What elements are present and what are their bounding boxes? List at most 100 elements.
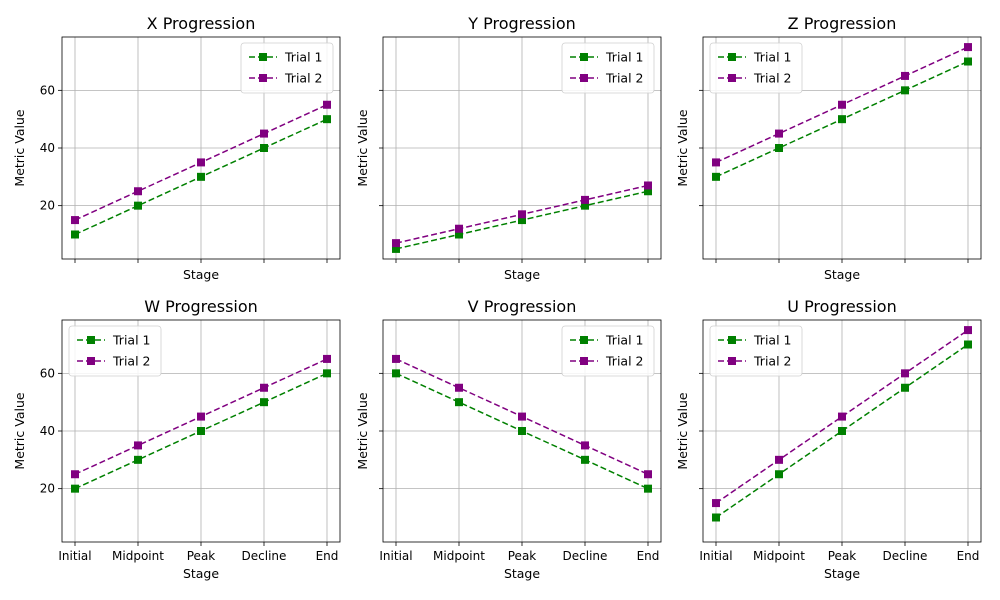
y-tick-label: 60	[40, 83, 55, 97]
data-point-trial-1	[260, 398, 268, 407]
data-point-trial-1	[455, 230, 463, 239]
x-tick-label: Initial	[58, 549, 91, 563]
x-tick-label: End	[316, 549, 339, 563]
data-point-trial-2	[134, 441, 142, 450]
data-point-trial-1	[964, 340, 972, 349]
x-axis-label: Stage	[183, 566, 219, 581]
legend-label: Trial 2	[753, 71, 791, 86]
data-point-trial-1	[518, 427, 526, 435]
data-point-trial-2	[71, 470, 79, 479]
data-point-trial-2	[323, 100, 331, 109]
x-tick-label: Initial	[699, 549, 732, 563]
data-point-trial-1	[323, 369, 331, 378]
y-axis-label: Metric Value	[355, 392, 370, 469]
y-tick-label: 60	[40, 366, 55, 380]
legend: Trial 1 Trial 2	[68, 325, 162, 377]
data-point-trial-1	[71, 484, 79, 493]
x-tick-label: Midpoint	[433, 549, 485, 563]
subplot-u: Initial Midpoint Peak Decline End U Progressi…	[675, 297, 982, 581]
legend-label: Trial 2	[753, 354, 791, 369]
x-axis-label: Stage	[824, 566, 860, 581]
data-point-trial-1	[392, 369, 400, 378]
legend-label: Trial 1	[753, 333, 791, 348]
x-tick-label: Decline	[242, 549, 287, 563]
subplot-title: X Progression	[147, 14, 256, 33]
y-axis-label: Metric Value	[12, 109, 27, 186]
x-axis-label: Stage	[824, 267, 860, 282]
subplot-title: U Progression	[787, 297, 896, 316]
legend-marker	[580, 53, 588, 61]
data-point-trial-1	[644, 484, 652, 493]
data-point-trial-2	[775, 129, 783, 138]
data-point-trial-1	[838, 427, 846, 435]
data-point-trial-2	[712, 499, 720, 508]
data-point-trial-2	[197, 158, 205, 167]
data-point-trial-2	[838, 100, 846, 109]
data-point-trial-1	[964, 57, 972, 66]
data-point-trial-2	[712, 158, 720, 167]
legend: Trial 1 Trial 2	[561, 325, 655, 377]
subplot-w: Initial Midpoint Peak Decline End 20 40 60 W Pro…	[12, 297, 341, 581]
legend-label: Trial 1	[284, 50, 322, 65]
legend: Trial 1 Trial 2	[709, 325, 803, 377]
data-point-trial-1	[134, 201, 142, 210]
legend-marker	[87, 336, 95, 344]
data-point-trial-2	[838, 412, 846, 421]
data-point-trial-2	[964, 43, 972, 52]
subplot-title: Y Progression	[467, 14, 576, 33]
data-point-trial-2	[901, 369, 909, 378]
legend-marker	[728, 357, 736, 365]
data-point-trial-2	[455, 383, 463, 392]
data-point-trial-2	[901, 71, 909, 80]
data-point-trial-2	[581, 441, 589, 450]
data-point-trial-1	[581, 201, 589, 210]
x-tick-label: Decline	[563, 549, 608, 563]
data-point-trial-2	[964, 326, 972, 335]
x-axis-label: Stage	[504, 566, 540, 581]
y-tick-label: 20	[40, 482, 55, 496]
x-tick-label: Peak	[828, 549, 857, 563]
legend: Trial 1 Trial 2	[561, 42, 655, 94]
legend-marker	[580, 336, 588, 344]
legend-label: Trial 2	[112, 354, 150, 369]
subplot-title: W Progression	[144, 297, 258, 316]
data-point-trial-1	[712, 513, 720, 522]
x-tick-label: Initial	[379, 549, 412, 563]
data-point-trial-2	[71, 216, 79, 225]
legend-marker	[728, 74, 736, 82]
x-tick-label: Peak	[508, 549, 537, 563]
subplot-v: Initial Midpoint Peak Decline End V Progressi…	[355, 297, 662, 581]
legend-label: Trial 1	[753, 50, 791, 65]
data-point-trial-2	[518, 210, 526, 219]
legend-marker	[728, 53, 736, 61]
y-tick-label: 20	[40, 199, 55, 213]
y-axis-label: Metric Value	[675, 109, 690, 186]
x-tick-label: Decline	[883, 549, 928, 563]
data-point-trial-2	[323, 354, 331, 363]
legend-label: Trial 2	[284, 71, 322, 86]
data-point-trial-2	[455, 224, 463, 233]
data-point-trial-1	[392, 244, 400, 253]
legend: Trial 1 Trial 2	[709, 42, 803, 94]
legend-marker	[259, 74, 267, 82]
legend-marker	[259, 53, 267, 61]
data-point-trial-2	[644, 470, 652, 479]
data-point-trial-2	[134, 187, 142, 196]
legend-label: Trial 1	[605, 333, 643, 348]
x-tick-label: End	[957, 549, 980, 563]
data-point-trial-1	[901, 86, 909, 95]
legend-marker	[580, 357, 588, 365]
data-point-trial-2	[581, 195, 589, 204]
legend-label: Trial 1	[605, 50, 643, 65]
data-point-trial-1	[644, 187, 652, 196]
legend-label: Trial 2	[605, 71, 643, 86]
data-point-trial-1	[838, 115, 846, 124]
legend: Trial 1 Trial 2	[240, 42, 334, 94]
data-point-trial-1	[518, 216, 526, 225]
series-line-trial-2	[715, 329, 969, 504]
legend-label: Trial 1	[112, 333, 150, 348]
data-point-trial-1	[134, 455, 142, 464]
data-point-trial-1	[455, 398, 463, 407]
